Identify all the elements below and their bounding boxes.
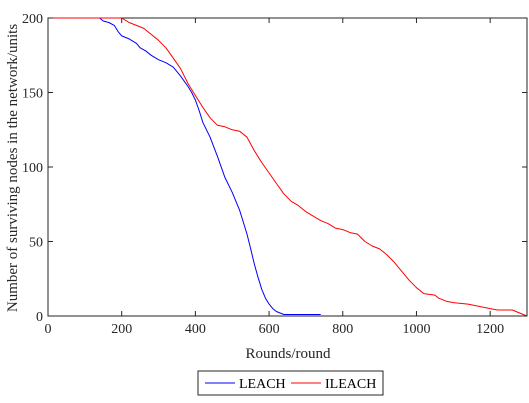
legend: LEACH ILEACH <box>197 370 384 396</box>
y-tick-label: 100 <box>22 161 43 176</box>
x-tick-label: 600 <box>259 322 280 337</box>
plot-area <box>47 17 528 317</box>
x-tick-label: 800 <box>332 322 353 337</box>
y-tick-label: 200 <box>22 12 43 27</box>
y-axis-label: Number of surviving nodes in the network… <box>5 24 21 312</box>
y-tick-label: 150 <box>22 87 43 102</box>
x-tick-label: 1200 <box>476 322 504 337</box>
y-tick-label: 50 <box>29 236 43 251</box>
x-tick-label: 200 <box>111 322 132 337</box>
series-line-leach <box>48 17 321 315</box>
x-axis-label: Rounds/round <box>245 346 331 362</box>
x-tick-label: 1000 <box>402 322 430 337</box>
series-line-ileach <box>48 17 528 317</box>
y-tick-label: 0 <box>36 310 43 325</box>
x-tick-label: 0 <box>45 322 52 337</box>
legend-label-leach: LEACH <box>239 377 286 392</box>
legend-label-ileach: ILEACH <box>325 377 376 392</box>
x-tick-label: 400 <box>185 322 206 337</box>
